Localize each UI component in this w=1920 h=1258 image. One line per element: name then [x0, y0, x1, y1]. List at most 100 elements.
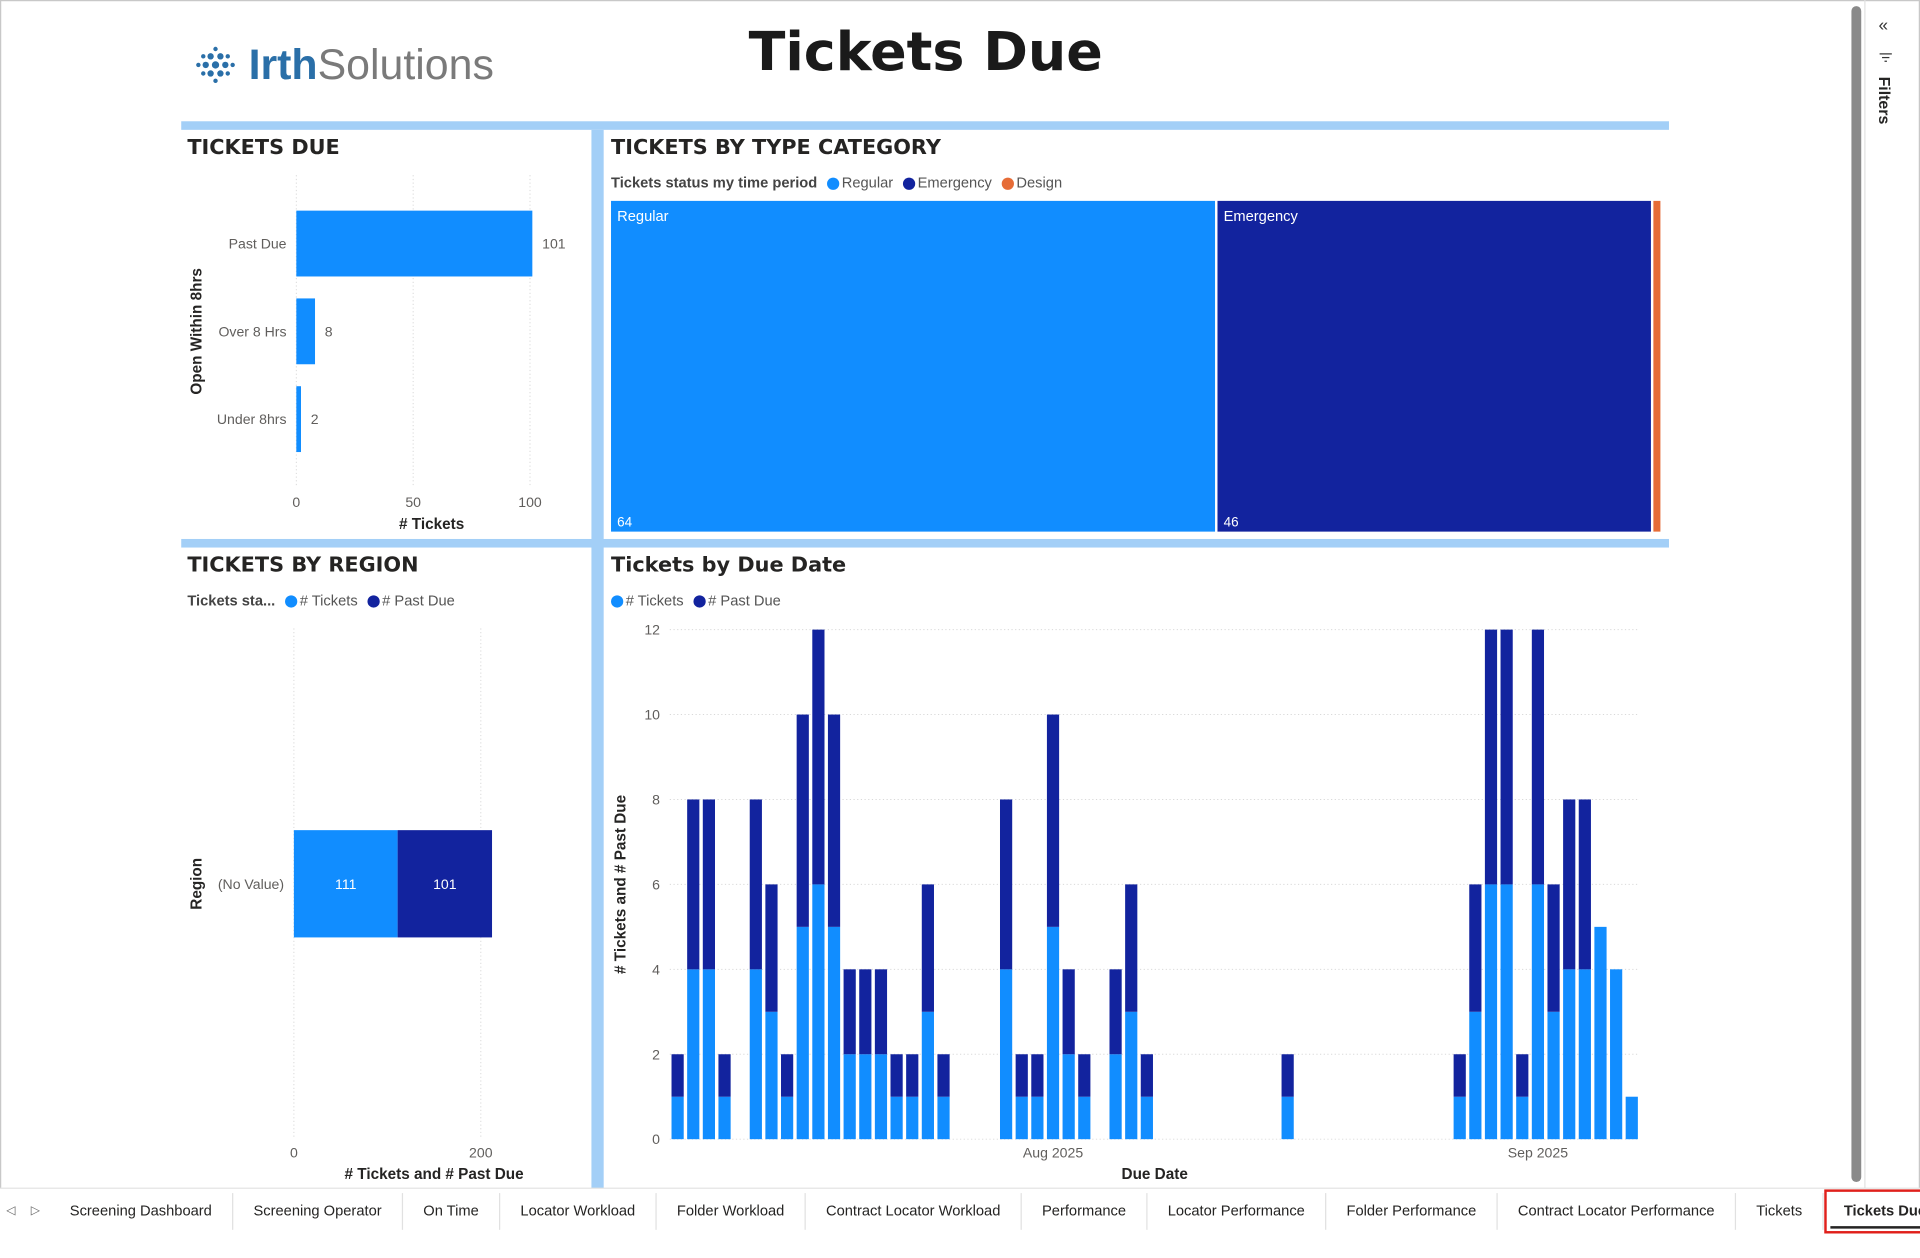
tile-label: Regular	[617, 209, 669, 225]
filter-icon[interactable]	[1879, 53, 1892, 62]
bar-segment	[687, 969, 700, 1140]
bar-segment	[1563, 799, 1576, 970]
y-tick-label: Past Due	[229, 236, 287, 252]
legend-marker	[693, 595, 706, 608]
chart-title: TICKETS BY TYPE CATEGORY	[611, 135, 942, 159]
x-axis-label: Due Date	[1122, 1166, 1188, 1183]
tab[interactable]: Contract Locator Performance	[1518, 1203, 1715, 1219]
chart-title: TICKETS BY REGION	[187, 553, 418, 577]
bar-segment	[999, 969, 1013, 1140]
tab[interactable]: Contract Locator Workload	[826, 1203, 1000, 1219]
bar-segment	[1500, 629, 1513, 885]
x-tick-label: Sep 2025	[1508, 1145, 1568, 1161]
data-label: 111	[335, 876, 357, 892]
bar-segment	[1046, 926, 1060, 1140]
x-tick-label: 50	[405, 494, 421, 510]
legend-marker	[285, 595, 298, 608]
bar-segment	[1547, 1011, 1560, 1140]
treemap-tile	[1653, 200, 1661, 532]
bar-segment	[1031, 1054, 1044, 1097]
bar-segment	[937, 1054, 950, 1097]
bar-segment	[827, 714, 841, 927]
bar-segment	[1062, 1054, 1075, 1140]
prev-tab-arrow[interactable]: ◁	[6, 1203, 16, 1217]
collapse-icon[interactable]: «	[1879, 14, 1889, 34]
filters-label[interactable]: Filters	[1875, 77, 1892, 125]
bar-segment	[1578, 799, 1591, 970]
chart: Tickets by Due Date # Tickets # Past Due 0 2…	[611, 553, 1640, 1183]
bar-segment	[812, 629, 825, 885]
bar-segment	[1610, 969, 1623, 1140]
selected-tab-highlight	[1824, 1189, 1920, 1234]
bar	[296, 386, 301, 453]
bar-segment	[687, 799, 700, 970]
bar-segment	[1015, 1054, 1028, 1097]
bar-segment	[1078, 1054, 1091, 1097]
bar-segment	[1453, 1054, 1466, 1097]
tab[interactable]: Locator Performance	[1168, 1203, 1305, 1219]
y-axis-label: Region	[189, 858, 206, 910]
tab[interactable]: Locator Workload	[520, 1203, 635, 1219]
tab[interactable]: Screening Dashboard	[70, 1203, 212, 1219]
chart: TICKETS BY TYPE CATEGORY Tickets status m…	[611, 135, 1661, 532]
x-tick-label: Aug 2025	[1023, 1145, 1083, 1161]
bar-segment	[796, 926, 809, 1140]
legend-marker	[827, 177, 840, 190]
data-label: 46	[1224, 514, 1239, 529]
legend-label: # Tickets	[300, 593, 358, 609]
tab[interactable]: Screening Operator	[253, 1203, 381, 1219]
frame-bar	[181, 121, 1669, 130]
logo-part: Irth	[249, 41, 318, 89]
y-tick-label: 4	[652, 961, 660, 977]
tab[interactable]: Performance	[1042, 1203, 1126, 1219]
y-tick-label: Over 8 Hrs	[218, 323, 286, 339]
bar-segment	[702, 969, 716, 1140]
tile-label: Emergency	[1224, 209, 1299, 225]
bar-segment	[1453, 1096, 1466, 1140]
legend-marker	[611, 595, 624, 608]
y-tick-label: 2	[652, 1046, 660, 1062]
bar-segment	[843, 969, 856, 1055]
bar-segment	[999, 799, 1013, 970]
tab[interactable]: On Time	[423, 1203, 479, 1219]
y-tick-label: Under 8hrs	[217, 411, 287, 427]
bar-segment	[718, 1096, 731, 1140]
tab[interactable]: Folder Workload	[677, 1203, 784, 1219]
legend-marker	[367, 595, 380, 608]
bar-segment	[293, 830, 398, 938]
bar-segment	[890, 1054, 903, 1097]
bar-segment	[1078, 1096, 1091, 1140]
bar-segment	[781, 1096, 794, 1140]
legend-label: # Past Due	[708, 593, 781, 609]
bar-segment	[1140, 1096, 1153, 1140]
tab[interactable]: Tickets Due	[1844, 1203, 1920, 1219]
legend-title: Tickets status my time period	[611, 176, 817, 192]
y-tick-label: 12	[644, 622, 660, 638]
y-axis-label: # Tickets and # Past Due	[612, 795, 629, 974]
legend-label: Design	[1016, 176, 1062, 192]
bar-segment	[937, 1096, 950, 1140]
bar-segment	[749, 969, 762, 1140]
x-axis-label: # Tickets	[399, 516, 464, 533]
bar-segment	[749, 799, 762, 970]
tab[interactable]: Tickets	[1756, 1203, 1802, 1219]
scrollbar[interactable]	[1851, 6, 1862, 1183]
bar-segment	[906, 1096, 919, 1140]
bar-segment	[874, 1054, 888, 1140]
logo-text: IrthSolutions	[249, 41, 494, 89]
bar-segment	[781, 1054, 794, 1097]
legend-label: # Past Due	[382, 593, 455, 609]
legend-marker	[902, 177, 916, 190]
bar-segment	[671, 1096, 684, 1140]
treemap-tile	[611, 200, 1216, 532]
bar-segment	[1625, 1096, 1638, 1140]
next-tab-arrow[interactable]: ▷	[31, 1203, 41, 1217]
bar-segment	[1125, 884, 1138, 1012]
bar-segment	[1531, 629, 1545, 885]
bar-segment	[859, 1054, 872, 1140]
bar-segment	[765, 884, 778, 1012]
tab[interactable]: Folder Performance	[1346, 1203, 1476, 1219]
bar-segment	[859, 969, 872, 1055]
